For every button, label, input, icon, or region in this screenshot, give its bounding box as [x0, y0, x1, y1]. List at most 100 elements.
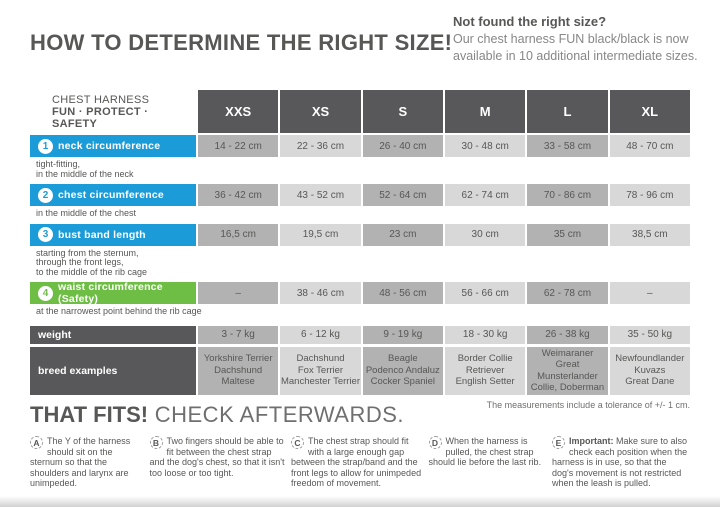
note-bold-prefix: Important:	[569, 436, 614, 446]
cell-waist-circumference-safety-m: 56 - 66 cm	[445, 282, 526, 304]
cell-bust-band-length-l: 35 cm	[527, 223, 608, 246]
footer-title-rest: CHECK AFTERWARDS.	[148, 402, 405, 427]
cell-neck-circumference-s: 26 - 40 cm	[362, 135, 443, 157]
step-number-badge: 1	[38, 138, 53, 154]
size-column-header-xs: XS	[280, 90, 361, 133]
cell-breeds-xxs: Yorkshire Terrier Dachshund Maltese	[198, 346, 279, 395]
measurement-note-chest-circumference: in the middle of the chest	[36, 208, 137, 218]
cell-chest-circumference-xs: 43 - 52 cm	[280, 184, 361, 206]
cell-bust-band-length-m: 30 cm	[445, 223, 526, 246]
cell-chest-circumference-l: 70 - 86 cm	[527, 184, 608, 206]
size-table: CHEST HARNESS FUN · PROTECT · SAFETY XXS XS…	[30, 90, 690, 410]
cell-neck-circumference-m: 30 - 48 cm	[445, 135, 526, 157]
breed-name: Dachshund	[214, 364, 263, 376]
cell-chest-circumference-xxs: 36 - 42 cm	[198, 184, 279, 206]
row-label-neck-circumference: 1 neck circumference	[30, 135, 196, 157]
cell-neck-circumference-xs: 22 - 36 cm	[280, 135, 361, 157]
note-letter-badge: E	[552, 436, 565, 449]
cell-chest-circumference-m: 62 - 74 cm	[445, 184, 526, 206]
harness-lines-label: FUN · PROTECT · SAFETY	[52, 105, 149, 130]
row-label-text: waist circumference (Safety)	[58, 281, 163, 305]
breed-name: Podenco Andaluz	[365, 364, 440, 376]
notice-box: Not found the right size? Our chest harn…	[453, 14, 705, 65]
note-text: Two fingers should be able to fit betwee…	[149, 436, 285, 478]
breed-name: Collie, Doberman	[530, 382, 605, 393]
breed-examples-row: breed examples Yorkshire Terrier Dachshund…	[30, 346, 690, 395]
size-column-header-xxs: XXS	[198, 90, 279, 133]
cell-breeds-s: Beagle Podenco Andaluz Cocker Spaniel	[362, 346, 443, 395]
measurement-note-bust-band-length: starting from the sternum, through the fr…	[36, 247, 148, 277]
measurement-row-neck-circumference: 1 neck circumference 14 - 22 cm 22 - 36 cm 2…	[30, 135, 690, 157]
breed-name: Yorkshire Terrier	[203, 353, 273, 365]
cell-neck-circumference-l: 33 - 58 cm	[527, 135, 608, 157]
row-label-weight: weight	[30, 325, 196, 344]
cell-waist-circumference-safety-xl: –	[609, 282, 690, 304]
cell-weight-m: 18 - 30 kg	[445, 325, 526, 344]
row-label-bust-band-length: 3 bust band length	[30, 223, 196, 246]
cell-weight-l: 26 - 38 kg	[527, 325, 608, 344]
note-text: The chest strap should fit with a large …	[291, 436, 422, 488]
cell-chest-circumference-s: 52 - 64 cm	[362, 184, 443, 206]
size-header-row: CHEST HARNESS FUN · PROTECT · SAFETY XXS XS…	[30, 90, 690, 133]
note-text: Make sure to also check each position wh…	[552, 436, 688, 488]
note-letter-badge: C	[291, 436, 304, 449]
size-column-header-s: S	[362, 90, 443, 133]
row-label-text: bust band length	[58, 228, 146, 241]
cell-neck-circumference-xxs: 14 - 22 cm	[198, 135, 279, 157]
row-label-waist-circumference-safety: 4 waist circumference (Safety)	[30, 281, 196, 305]
table-label-header: CHEST HARNESS FUN · PROTECT · SAFETY	[30, 90, 196, 133]
cell-breeds-xs: Dachshund Fox Terrier Manchester Terrier	[280, 346, 361, 395]
measurement-row-waist-circumference-safety: 4 waist circumference (Safety) –38 - 46 cm…	[30, 281, 690, 305]
cell-bust-band-length-xxs: 16,5 cm	[198, 223, 279, 246]
breed-name: Manchester Terrier	[280, 376, 360, 388]
breed-name: Maltese	[221, 376, 255, 388]
breed-name: Kuvazs	[634, 364, 666, 376]
cell-weight-xs: 6 - 12 kg	[280, 325, 361, 344]
cell-bust-band-length-xl: 38,5 cm	[609, 223, 690, 246]
step-number-badge: 3	[38, 227, 53, 242]
footer-title: THAT FITS! CHECK AFTERWARDS.	[30, 402, 404, 428]
breed-name: Cocker Spaniel	[370, 376, 436, 388]
step-number-badge: 2	[38, 187, 53, 203]
cell-waist-circumference-safety-xxs: –	[198, 282, 279, 304]
breed-name: Beagle	[388, 353, 418, 365]
note-letter-badge: D	[428, 436, 442, 449]
breed-name: Retriever	[465, 364, 505, 376]
note-text: When the harness is pulled, the chest st…	[428, 436, 542, 467]
fit-note-d: D When the harness is pulled, the chest s…	[428, 436, 547, 489]
notice-body: Our chest harness FUN black/black is now…	[453, 32, 698, 63]
row-label-text: neck circumference	[58, 140, 161, 152]
breed-name: English Setter	[455, 376, 515, 388]
footer-title-bold: THAT FITS!	[30, 402, 149, 427]
cell-breeds-l: Weimaraner Great Munsterlander Collie, Dob…	[527, 346, 608, 395]
fit-note-a: A The Y of the harness should sit on the …	[30, 436, 144, 489]
cell-weight-xxs: 3 - 7 kg	[198, 325, 279, 344]
cell-breeds-xl: Newfoundlander Kuvazs Great Dane	[609, 346, 690, 395]
note-letter-badge: A	[30, 436, 43, 449]
measurement-row-bust-band-length: 3 bust band length 16,5 cm 19,5 cm 23 cm 30 c…	[30, 223, 690, 246]
cell-waist-circumference-safety-xs: 38 - 46 cm	[280, 282, 361, 304]
note-letter-badge: B	[149, 436, 163, 449]
note-text: The Y of the harness should sit on the s…	[30, 436, 131, 488]
fit-check-notes: A The Y of the harness should sit on the …	[30, 436, 690, 489]
size-column-header-m: M	[445, 90, 526, 133]
fit-note-c: C The chest strap should fit with a large…	[291, 436, 423, 489]
cell-chest-circumference-xl: 78 - 96 cm	[609, 184, 690, 206]
cell-waist-circumference-safety-l: 62 - 78 cm	[527, 282, 608, 304]
size-column-header-xl: XL	[609, 90, 690, 133]
cell-breeds-m: Border Collie Retriever English Setter	[445, 346, 526, 395]
row-label-breed-examples: breed examples	[30, 346, 196, 395]
page-title: HOW TO DETERMINE THE RIGHT SIZE!	[30, 30, 453, 55]
cell-bust-band-length-s: 23 cm	[362, 223, 443, 246]
breed-name: Great Munsterlander	[537, 359, 598, 382]
breed-name: Dachshund	[296, 353, 345, 365]
cell-neck-circumference-xl: 48 - 70 cm	[609, 135, 690, 157]
page-bottom-shadow	[0, 496, 720, 507]
breed-name: Fox Terrier	[297, 364, 344, 376]
measurement-note-waist-circumference-safety: at the narrowest point behind the rib ca…	[36, 306, 202, 316]
breed-name: Weimaraner	[541, 347, 594, 359]
fit-note-b: B Two fingers should be able to fit betwe…	[149, 436, 286, 489]
size-column-header-l: L	[527, 90, 608, 133]
step-number-badge: 4	[38, 285, 53, 301]
